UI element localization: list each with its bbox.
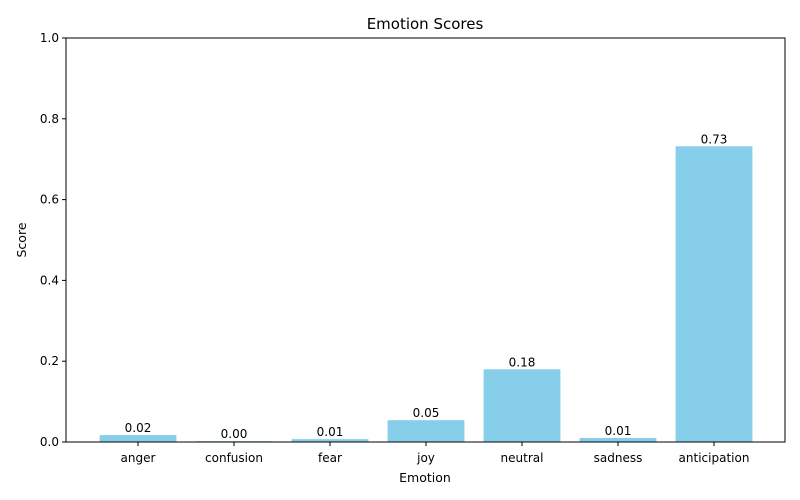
data-label-anticipation: 0.73 bbox=[701, 132, 728, 146]
data-label-joy: 0.05 bbox=[413, 406, 440, 420]
x-tick-label-joy: joy bbox=[416, 451, 435, 465]
y-axis: 0.0 0.2 0.4 0.6 0.8 1.0 bbox=[40, 31, 66, 449]
data-label-neutral: 0.18 bbox=[509, 355, 536, 369]
x-tick-label-neutral: neutral bbox=[501, 451, 544, 465]
plot-frame bbox=[65, 37, 786, 443]
bar-fear bbox=[291, 439, 369, 442]
bar-anger bbox=[99, 435, 177, 442]
x-tick-label-anticipation: anticipation bbox=[679, 451, 750, 465]
x-tick-label-confusion: confusion bbox=[205, 451, 263, 465]
y-tick-label: 0.8 bbox=[40, 112, 59, 126]
x-tick-label-fear: fear bbox=[318, 451, 342, 465]
y-tick-label: 0.0 bbox=[40, 435, 59, 449]
data-labels-layer: 0.02 0.00 0.01 0.05 0.18 0.01 0.73 bbox=[125, 132, 728, 441]
x-tick-label-sadness: sadness bbox=[594, 451, 643, 465]
data-label-confusion: 0.00 bbox=[221, 427, 248, 441]
y-tick-label: 0.4 bbox=[40, 273, 59, 287]
bar-anticipation bbox=[675, 146, 753, 442]
bar-neutral bbox=[483, 369, 561, 442]
y-tick-label: 0.6 bbox=[40, 193, 59, 207]
x-axis: anger confusion fear joy neutral sadness antic… bbox=[121, 442, 750, 465]
x-tick-label-anger: anger bbox=[121, 451, 156, 465]
y-tick-label: 1.0 bbox=[40, 31, 59, 45]
bar-joy bbox=[387, 420, 465, 442]
chart-title: Emotion Scores bbox=[367, 15, 484, 33]
bars-layer bbox=[99, 146, 753, 442]
y-axis-label: Score bbox=[14, 222, 29, 257]
bar-sadness bbox=[579, 437, 657, 442]
x-axis-label: Emotion bbox=[399, 470, 451, 485]
data-label-sadness: 0.01 bbox=[605, 424, 632, 438]
y-tick-label: 0.2 bbox=[40, 354, 59, 368]
data-label-anger: 0.02 bbox=[125, 421, 152, 435]
data-label-fear: 0.01 bbox=[317, 425, 344, 439]
